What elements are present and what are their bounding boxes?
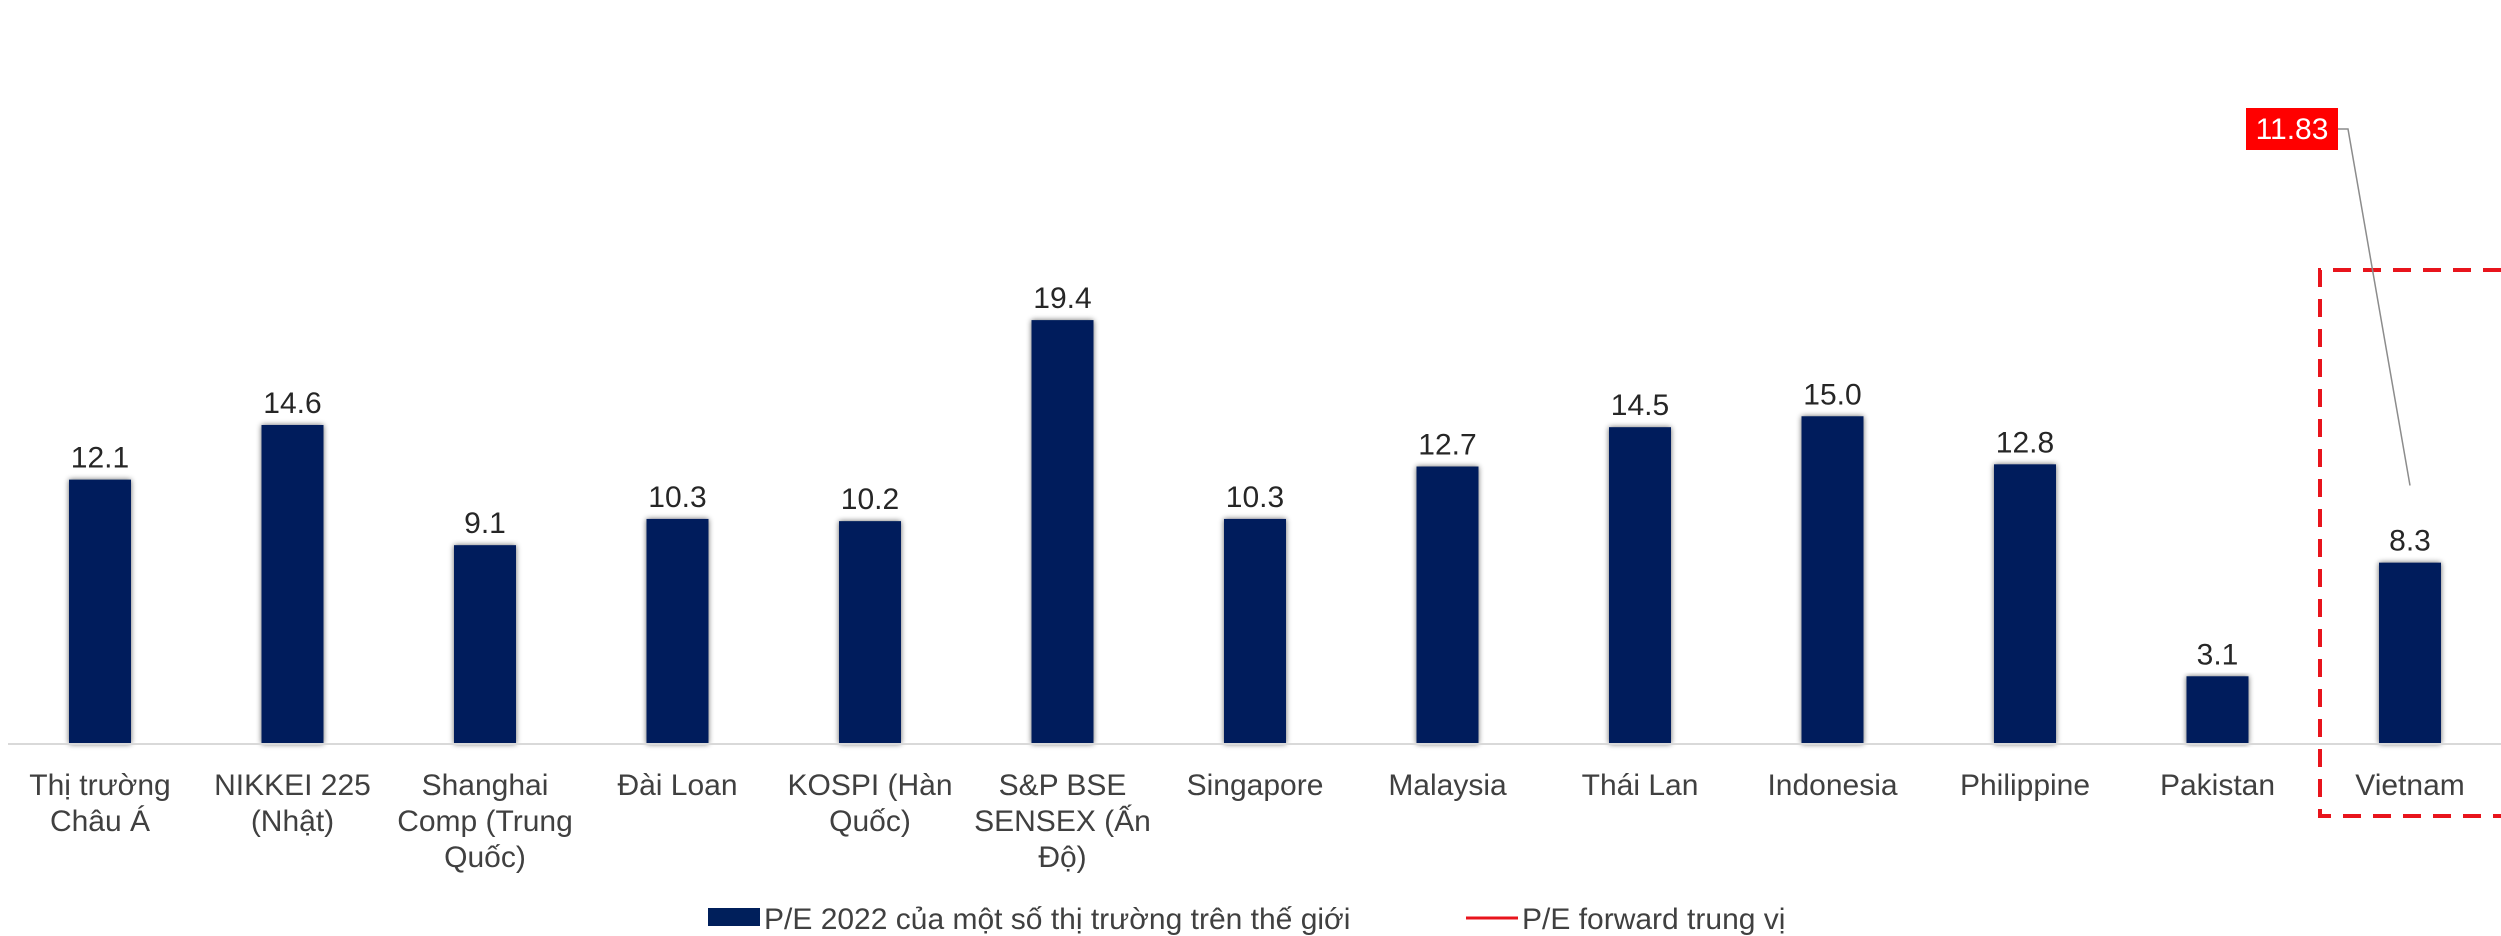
category-label-12-line-0: Vietnam: [2355, 769, 2465, 802]
category-label-1-line-1: (Nhật): [251, 805, 334, 838]
value-label-4: 10.2: [841, 483, 899, 516]
category-label-3-line-0: Đài Loan: [617, 769, 737, 802]
bar-0: [69, 479, 131, 744]
category-label-11: Pakistan: [2160, 769, 2275, 802]
value-label-3: 10.3: [648, 481, 706, 514]
value-label-6: 10.3: [1226, 481, 1284, 514]
category-label-12: Vietnam: [2355, 769, 2465, 802]
category-label-2-line-0: Shanghai: [422, 769, 549, 802]
value-label-12: 8.3: [2389, 525, 2431, 558]
bar-7: [1416, 466, 1479, 744]
category-label-9: Indonesia: [1767, 769, 1897, 802]
bar-8: [1609, 427, 1671, 744]
vietnam-highlight-box: [2318, 268, 2501, 818]
value-label-11: 3.1: [2197, 638, 2239, 671]
bar-6: [1224, 518, 1286, 744]
bar-5: [1031, 320, 1094, 744]
bar-4: [839, 521, 901, 744]
callout-leader-line: [2338, 128, 2411, 486]
category-label-2-line-1: Comp (Trung: [397, 805, 573, 838]
bar-1: [261, 424, 324, 744]
category-label-2-line-2: Quốc): [444, 841, 526, 874]
legend-line-label: P/E forward trung vị: [1522, 903, 1785, 936]
category-label-4: KOSPI (Hàn Quốc): [787, 769, 952, 838]
category-label-1: NIKKEI 225 (Nhật): [214, 769, 371, 838]
category-label-4-line-0: KOSPI (Hàn: [787, 769, 952, 802]
category-label-6-line-0: Singapore: [1187, 769, 1324, 802]
category-label-8-line-0: Thái Lan: [1582, 769, 1699, 802]
legend-bar-label: P/E 2022 của một số thị trường trên thế …: [764, 903, 1350, 936]
category-label-5-line-1: SENSEX (Ấn: [974, 804, 1151, 838]
value-label-2: 9.1: [464, 507, 506, 540]
value-label-0: 12.1: [71, 442, 129, 475]
bar-2: [454, 545, 516, 744]
value-label-10: 12.8: [1996, 426, 2054, 459]
category-label-10-line-0: Philippine: [1960, 769, 2090, 802]
category-label-5: S&P BSE SENSEX (Ấn Độ): [974, 769, 1151, 874]
category-label-2: Shanghai Comp (Trung Quốc): [397, 769, 573, 874]
category-label-0-line-0: Thị trường: [29, 769, 170, 802]
category-label-0-line-1: Châu Á: [50, 805, 150, 838]
bar-12: [2379, 562, 2441, 744]
category-label-1-line-0: NIKKEI 225: [214, 769, 371, 802]
value-label-9: 15.0: [1803, 378, 1861, 411]
bar-10: [1994, 464, 2056, 744]
value-label-1: 14.6: [263, 387, 321, 420]
category-label-0: Thị trường Châu Á: [29, 769, 170, 838]
category-label-9-line-0: Indonesia: [1767, 769, 1897, 802]
category-label-6: Singapore: [1187, 769, 1324, 802]
median-callout-value: 11.83: [2256, 113, 2329, 146]
category-label-8: Thái Lan: [1582, 769, 1699, 802]
category-label-5-line-2: Độ): [1038, 841, 1086, 874]
value-label-8: 14.5: [1611, 389, 1669, 422]
category-label-10: Philippine: [1960, 769, 2090, 802]
category-label-3: Đài Loan: [617, 769, 737, 802]
value-label-7: 12.7: [1418, 429, 1476, 462]
bar-11: [2186, 676, 2249, 744]
median-callout-box: [2246, 108, 2338, 150]
value-label-5: 19.4: [1033, 282, 1091, 315]
bar-3: [646, 518, 709, 744]
bar-9: [1801, 416, 1864, 744]
category-label-7: Malaysia: [1388, 769, 1507, 802]
category-label-11-line-0: Pakistan: [2160, 769, 2275, 802]
category-label-4-line-1: Quốc): [829, 805, 911, 838]
legend-bar-swatch: [708, 908, 760, 926]
category-label-7-line-0: Malaysia: [1388, 769, 1507, 802]
category-label-5-line-0: S&P BSE: [999, 769, 1127, 802]
